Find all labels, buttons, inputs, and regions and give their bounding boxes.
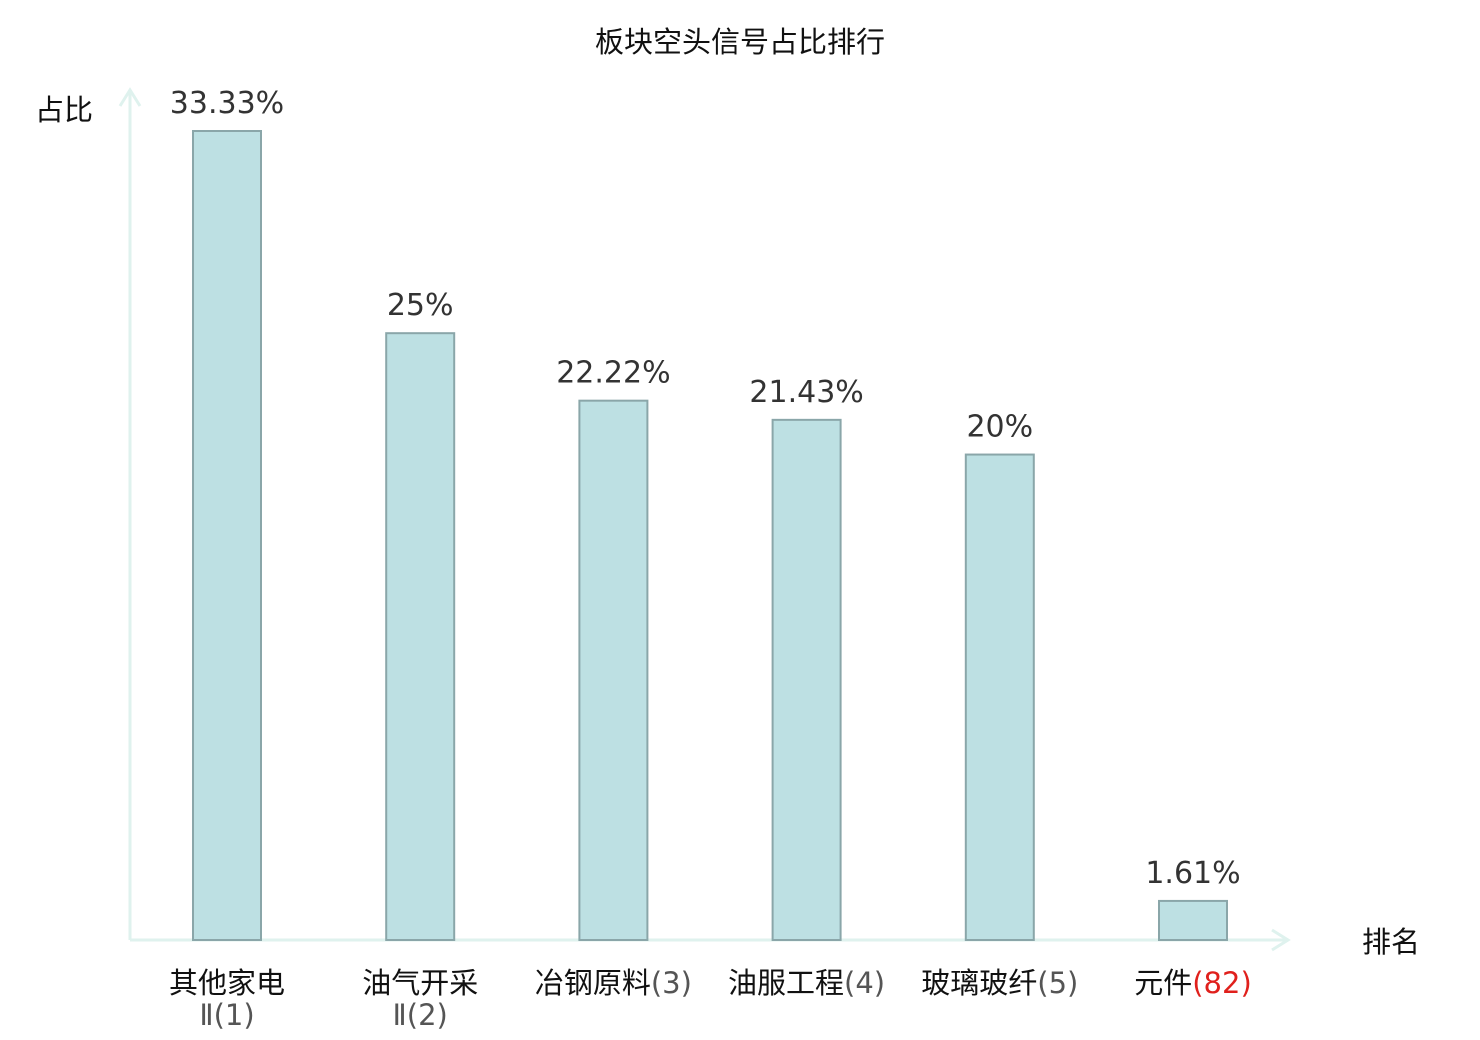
category-label-4: 油服工程(4) [728,966,885,1000]
bar-5 [964,453,1035,941]
bar-2 [385,332,456,941]
bar-6 [1158,899,1228,941]
bar-1 [192,130,262,941]
category-label-2: 油气开采 [362,966,478,1000]
y-axis-label: 占比 [35,93,93,127]
category-rank-1: Ⅱ(1) [199,998,254,1032]
bar-3 [578,399,649,941]
category-name-5: 玻璃玻纤 [921,966,1037,1000]
category-rank-4: (4) [844,966,885,1000]
category-name-6: 元件 [1134,966,1192,1000]
bar-4 [771,418,842,942]
data-label-4: 21.43% [749,375,863,410]
category-label-1: 其他家电 [169,966,285,1000]
data-label-2: 25% [387,288,454,323]
category-name-3: 冶钢原料 [535,966,651,1000]
category-label-3: 冶钢原料(3) [535,966,692,1000]
data-label-1: 33.33% [170,86,284,121]
category-label-6: 元件(82) [1134,966,1252,1000]
data-label-6: 1.61% [1145,856,1240,891]
category-label-5: 玻璃玻纤(5) [921,966,1078,1000]
category-rank-5: (5) [1037,966,1078,1000]
x-axis-label: 排名 [1362,925,1420,959]
chart-title: 板块空头信号占比排行 [595,25,885,59]
category-rank-2: Ⅱ(2) [393,998,448,1032]
x-axis-arrow-icon [1271,928,1291,952]
category-rank-3: (3) [651,966,692,1000]
category-rank-6: (82) [1192,966,1252,1000]
category-name-4: 油服工程 [728,966,844,1000]
data-label-5: 20% [966,410,1033,445]
y-axis-arrow-icon [118,87,142,107]
data-label-3: 22.22% [556,356,670,391]
